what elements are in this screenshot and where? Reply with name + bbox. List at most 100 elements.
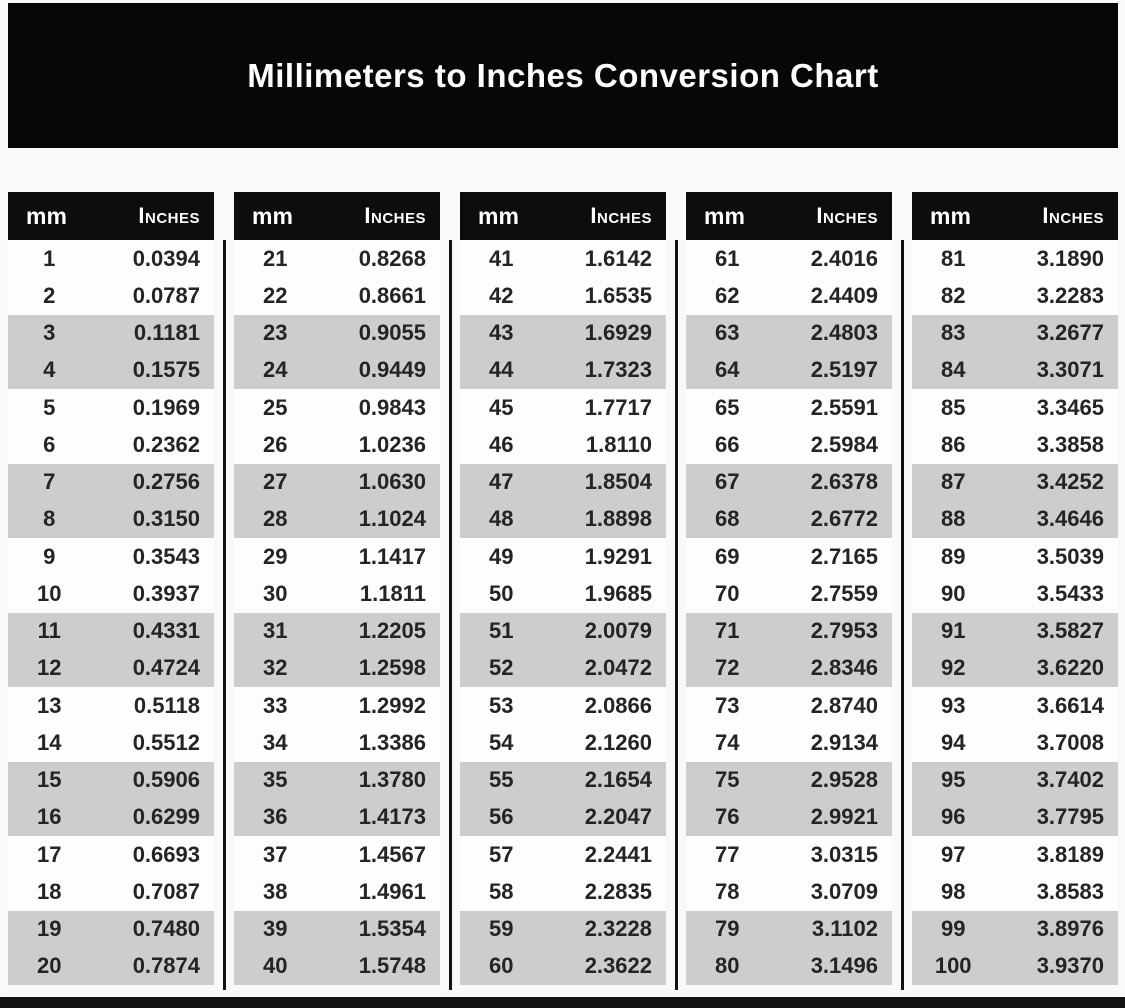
table-row: 78 3.0709 [686,873,892,910]
mm-value: 43 [488,320,514,346]
table-row: 23 0.9055 [234,314,440,352]
table-row: 74 2.9134 [686,724,892,761]
mm-value: 70 [714,580,740,606]
inches-value: 2.7559 [810,580,878,606]
inches-value: 0.1181 [133,320,200,346]
table-row: 64 2.5197 [686,351,892,389]
mm-value: 5 [43,394,56,420]
table-row: 79 3.1102 [686,910,892,948]
table-row: 70 2.7559 [686,575,892,612]
table-row: 69 2.7165 [686,538,892,575]
table-row: 15 0.5906 [8,761,214,799]
inches-value: 1.4961 [358,878,426,904]
inches-value: 2.1654 [584,767,652,793]
mm-value: 10 [36,580,62,606]
inches-value: 1.4567 [358,841,426,867]
inches-value: 3.2283 [1036,282,1104,308]
table-row: 1 0.0394 [8,240,214,277]
inches-value: 1.4173 [358,804,426,830]
table-row: 19 0.7480 [8,910,214,948]
table-row: 96 3.7795 [912,798,1118,836]
mm-value: 97 [940,841,966,867]
inches-value: 0.9055 [358,320,426,346]
mm-value: 50 [488,580,514,606]
inches-value: 3.4252 [1036,469,1104,495]
inches-value: 2.2047 [584,804,652,830]
mm-header-label: mm [930,202,971,229]
mm-header-label: mm [704,202,745,229]
mm-value: 48 [488,506,514,532]
mm-value: 60 [488,953,514,979]
inches-value: 0.2756 [132,469,200,495]
inches-value: 3.0315 [810,841,878,867]
table-row: 13 0.5118 [8,687,214,724]
mm-value: 83 [940,320,966,346]
table-row: 72 2.8346 [686,649,892,687]
inches-value: 3.9370 [1036,953,1104,979]
table-row: 46 1.8110 [460,426,666,463]
mm-value: 26 [262,431,288,457]
inches-value: 3.7402 [1036,767,1104,793]
mm-value: 54 [488,729,514,755]
inches-value: 3.5039 [1036,543,1104,569]
column-header: mm Inches [686,192,892,240]
inches-value: 1.6142 [584,245,652,271]
inches-value: 0.3937 [132,580,200,606]
mm-value: 20 [36,953,62,979]
inches-value: 2.9134 [810,729,878,755]
inches-value: 3.1890 [1036,245,1104,271]
column-header: mm Inches [234,192,440,240]
inches-value: 0.2362 [132,431,200,457]
table-row: 65 2.5591 [686,389,892,426]
mm-value: 73 [714,692,740,718]
table-row: 25 0.9843 [234,389,440,426]
inches-value: 3.3858 [1036,431,1104,457]
inches-value: 2.0866 [584,692,652,718]
table-row: 43 1.6929 [460,314,666,352]
table-row: 37 1.4567 [234,836,440,873]
table-row: 63 2.4803 [686,314,892,352]
table-row: 53 2.0866 [460,687,666,724]
inches-value: 3.5433 [1036,580,1104,606]
mm-value: 74 [714,729,740,755]
mm-value: 16 [36,804,62,830]
inches-value: 0.0394 [132,245,200,271]
inches-value: 2.7953 [810,618,878,644]
mm-value: 2 [43,282,56,308]
inches-header-label: Inches [1042,203,1104,228]
column-gap [214,192,234,990]
inches-value: 1.1024 [358,506,426,532]
table-row: 11 0.4331 [8,612,214,650]
mm-value: 49 [488,543,514,569]
table-row: 57 2.2441 [460,836,666,873]
mm-value: 84 [940,357,966,383]
inches-value: 0.6299 [132,804,200,830]
table-row: 87 3.4252 [912,463,1118,501]
table-row: 62 2.4409 [686,277,892,314]
table-row: 22 0.8661 [234,277,440,314]
table-row: 91 3.5827 [912,612,1118,650]
inches-value: 2.3622 [584,953,652,979]
mm-value: 95 [940,767,966,793]
mm-value: 30 [262,580,288,606]
inches-value: 0.1575 [132,357,200,383]
table-row: 86 3.3858 [912,426,1118,463]
column-gap [440,192,460,990]
inches-value: 2.5984 [810,431,878,457]
inches-value: 2.3228 [584,916,652,942]
mm-value: 8 [43,506,56,532]
mm-value: 28 [262,506,288,532]
table-row: 82 3.2283 [912,277,1118,314]
table-row: 99 3.8976 [912,910,1118,948]
table-row: 45 1.7717 [460,389,666,426]
table-row: 40 1.5748 [234,947,440,985]
table-row: 71 2.7953 [686,612,892,650]
mm-value: 24 [262,357,288,383]
mm-value: 1 [43,245,56,271]
inches-value: 3.1496 [810,953,878,979]
inches-value: 0.3543 [132,543,200,569]
mm-value: 7 [43,469,56,495]
inches-value: 2.0079 [584,618,652,644]
inches-value: 2.9528 [810,767,878,793]
inches-value: 1.7323 [584,357,652,383]
